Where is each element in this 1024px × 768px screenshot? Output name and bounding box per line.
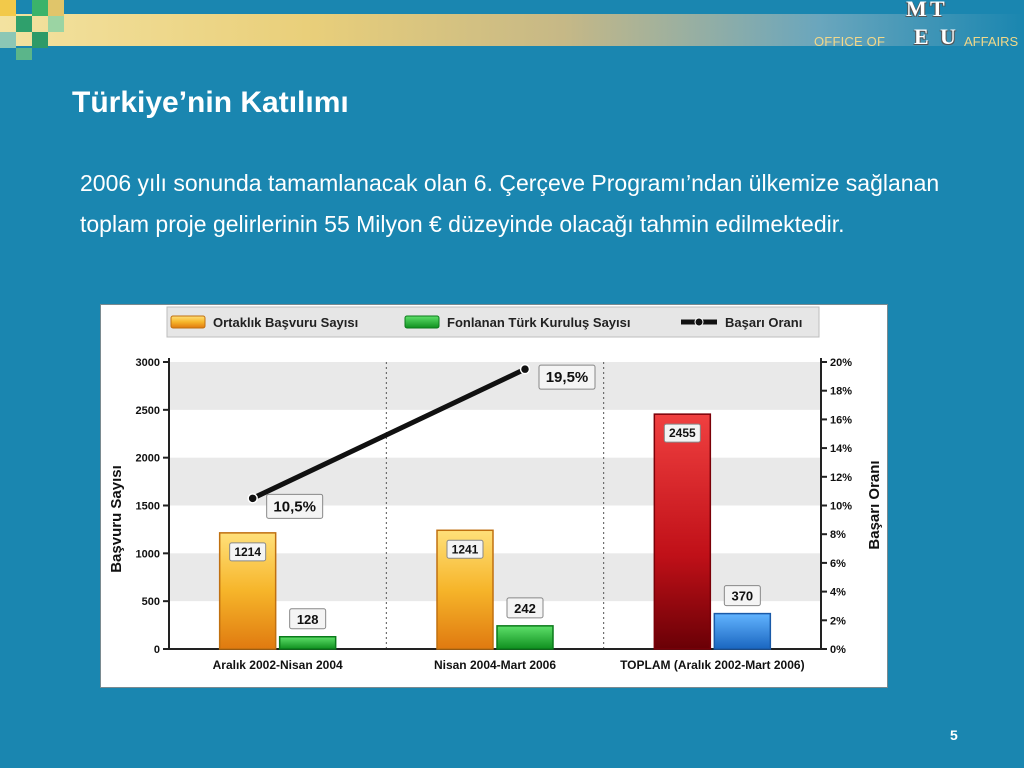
slide-title: Türkiye’nin Katılımı [72,86,349,119]
y2-tick-label: 8% [830,529,846,541]
logo-letter-m: M [906,0,927,21]
data-label-funded: 370 [731,589,753,604]
legend-label-rate: Başarı Oranı [725,315,802,330]
x-category-label: Aralık 2002-Nisan 2004 [213,658,343,672]
rate-point [247,493,258,504]
y2-tick-label: 6% [830,558,846,570]
y2-tick-label: 16% [830,414,852,426]
brand-logo-area: OFFICE OF M E T U AFFAIRS [778,0,1018,56]
slide-paragraph: 2006 yılı sonunda tamamlanacak olan 6. Ç… [80,170,940,237]
legend-marker-rate [694,317,704,327]
y2-tick-label: 12% [830,472,852,484]
data-label-box [506,597,544,619]
logo-letter-e: E [914,24,929,49]
metu-logo: M E T U [900,0,956,54]
data-label-box [446,539,484,559]
data-label-box [229,542,267,562]
legend-swatch-green [404,315,440,329]
y-tick-label: 2000 [136,453,160,465]
grid-band [169,553,821,602]
y2-tick-label: 0% [830,644,846,656]
y-axis-title: Başvuru Sayısı [108,465,125,573]
header-band [0,14,1024,46]
legend-swatch-orange [170,315,206,329]
rate-point [519,363,531,375]
bar-applications [653,413,712,650]
y2-tick-label: 10% [830,501,852,513]
data-label-funded: 128 [297,612,319,627]
data-label-applications: 1214 [234,545,261,559]
chart-container: Ortaklık Başvuru Sayısı Fonlanan Türk Ku… [100,304,888,688]
y2-tick-label: 4% [830,587,846,599]
data-label-box [723,585,761,607]
y-tick-label: 2500 [136,405,160,417]
data-label-box [289,608,327,630]
data-label-applications: 2455 [669,426,696,440]
rate-line [251,366,527,501]
rate-label: 10,5% [273,498,316,515]
bar-funded [278,636,337,650]
y-tick-label: 500 [142,596,160,608]
bar-applications [218,532,277,650]
brand-office-text: OFFICE OF [814,34,886,49]
rate-label: 19,5% [546,369,589,386]
y-tick-label: 1500 [136,501,160,513]
page-number: 5 [950,727,958,743]
data-label-applications: 1241 [452,542,479,556]
y-tick-label: 0 [154,644,160,656]
data-label-funded: 242 [514,601,536,616]
checker-logo [0,0,80,60]
x-category-label: Nisan 2004-Mart 2006 [434,658,556,672]
y-tick-label: 1000 [136,548,160,560]
rate-label-box [266,493,324,519]
brand-affairs-text: AFFAIRS [964,34,1019,49]
y2-tick-label: 14% [830,443,852,455]
bar-funded [713,612,772,650]
plot-area: 0 500 1000 1500 2000 2500 3000 0% 2% 4% 6% 8% 10% 12%… [136,357,853,672]
logo-letter-u: U [940,24,956,49]
legend-label-applications: Ortaklık Başvuru Sayısı [213,315,358,330]
legend-label-funded: Fonlanan Türk Kuruluş Sayısı [447,315,630,330]
y2-tick-label: 20% [830,357,852,369]
y2-tick-label: 2% [830,615,846,627]
x-category-label: TOPLAM (Aralık 2002-Mart 2006) [620,658,805,672]
logo-letter-t: T [930,0,945,21]
y2-tick-label: 18% [830,386,852,398]
y-tick-label: 3000 [136,357,160,369]
chart-svg: Ortaklık Başvuru Sayısı Fonlanan Türk Ku… [108,306,883,672]
data-label-box [663,423,701,443]
rate-label-box [538,364,596,390]
bar-funded [496,625,554,650]
y2-axis-title: Başarı Oranı [866,460,883,549]
